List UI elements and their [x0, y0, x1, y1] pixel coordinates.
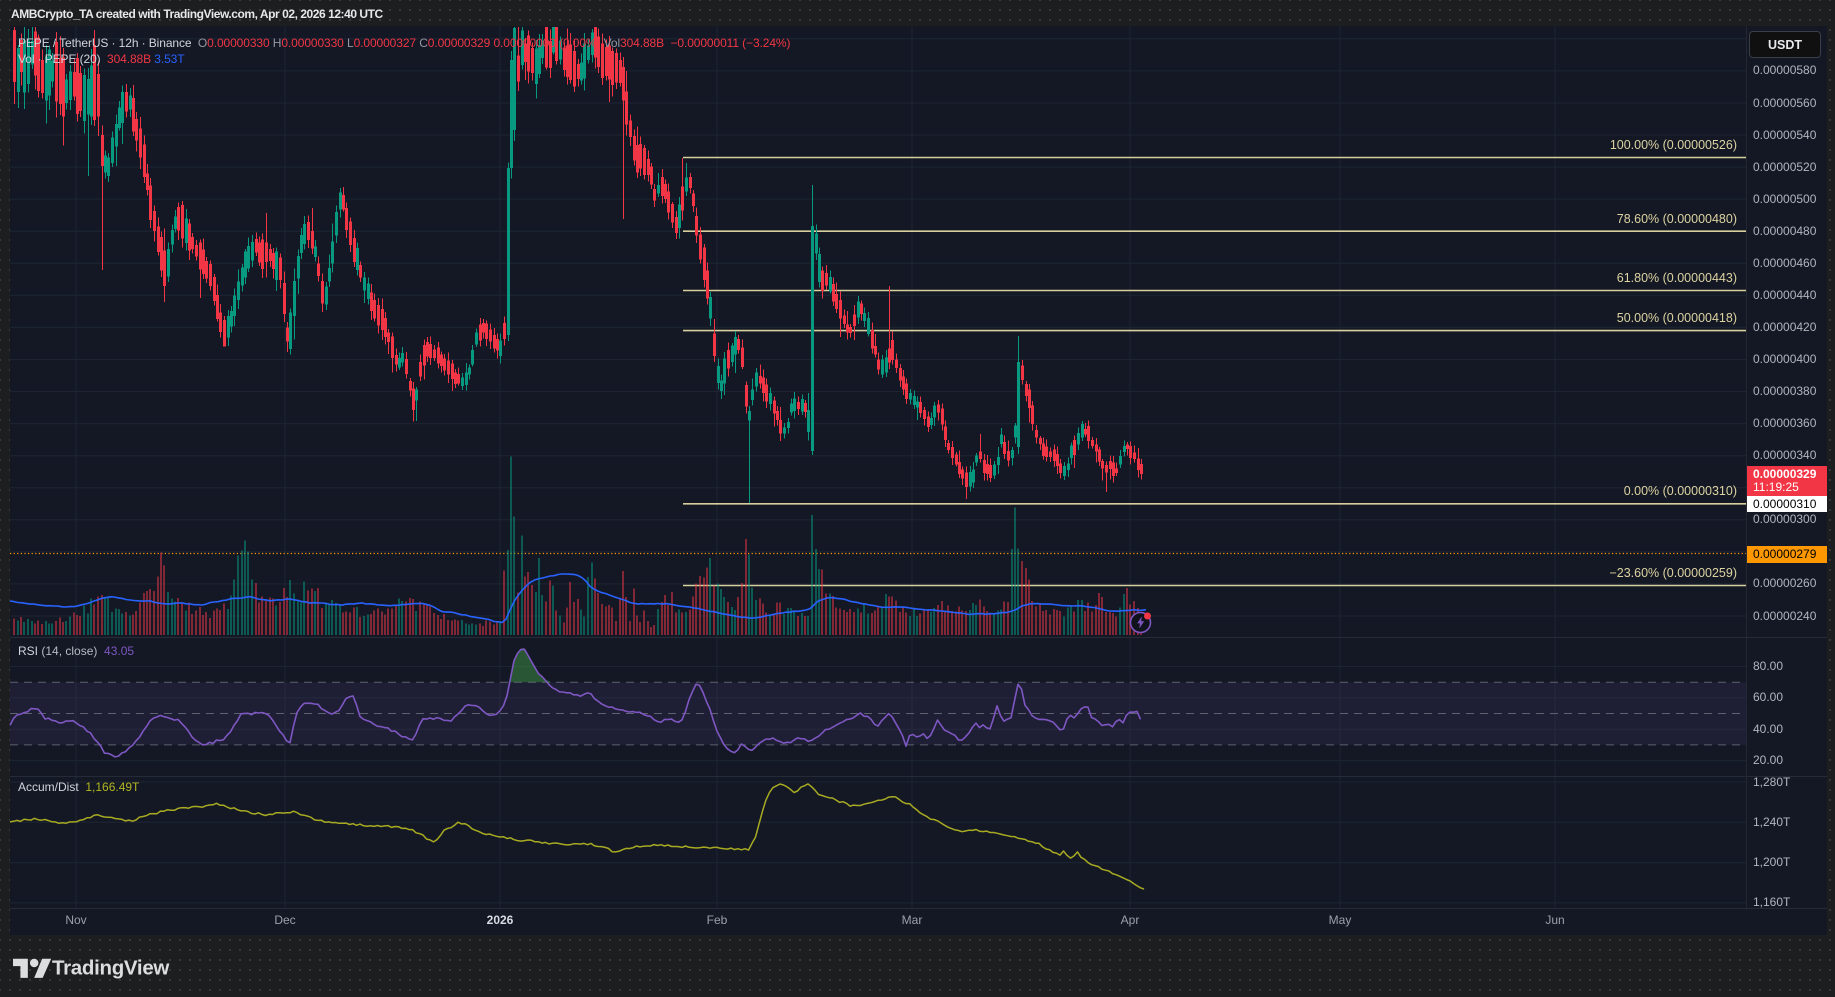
- svg-text:TradingView: TradingView: [52, 957, 169, 980]
